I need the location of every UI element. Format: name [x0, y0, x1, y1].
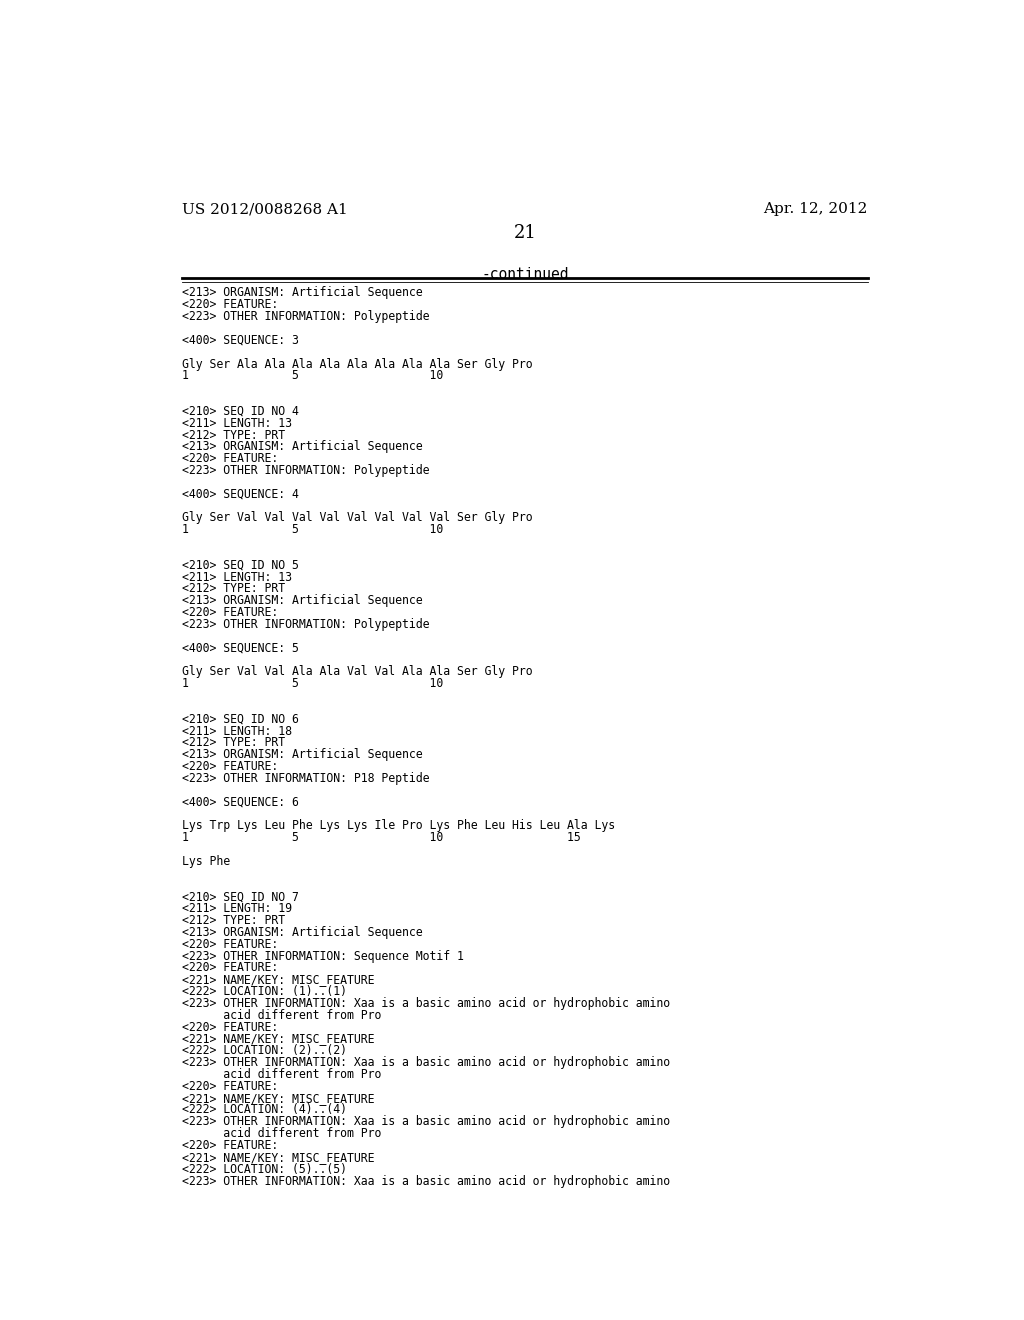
Text: <222> LOCATION: (4)..(4): <222> LOCATION: (4)..(4): [182, 1104, 347, 1117]
Text: <223> OTHER INFORMATION: Sequence Motif 1: <223> OTHER INFORMATION: Sequence Motif …: [182, 949, 464, 962]
Text: <223> OTHER INFORMATION: Xaa is a basic amino acid or hydrophobic amino: <223> OTHER INFORMATION: Xaa is a basic …: [182, 1056, 670, 1069]
Text: <223> OTHER INFORMATION: Xaa is a basic amino acid or hydrophobic amino: <223> OTHER INFORMATION: Xaa is a basic …: [182, 1115, 670, 1129]
Text: 1               5                   10: 1 5 10: [182, 523, 443, 536]
Text: <223> OTHER INFORMATION: Polypeptide: <223> OTHER INFORMATION: Polypeptide: [182, 465, 429, 477]
Text: <223> OTHER INFORMATION: Polypeptide: <223> OTHER INFORMATION: Polypeptide: [182, 618, 429, 631]
Text: Lys Trp Lys Leu Phe Lys Lys Ile Pro Lys Phe Leu His Leu Ala Lys: Lys Trp Lys Leu Phe Lys Lys Ile Pro Lys …: [182, 820, 615, 833]
Text: <220> FEATURE:: <220> FEATURE:: [182, 1139, 279, 1152]
Text: <213> ORGANISM: Artificial Sequence: <213> ORGANISM: Artificial Sequence: [182, 594, 423, 607]
Text: <210> SEQ ID NO 5: <210> SEQ ID NO 5: [182, 558, 299, 572]
Text: <213> ORGANISM: Artificial Sequence: <213> ORGANISM: Artificial Sequence: [182, 748, 423, 762]
Text: acid different from Pro: acid different from Pro: [182, 1008, 381, 1022]
Text: -continued: -continued: [481, 267, 568, 282]
Text: <211> LENGTH: 19: <211> LENGTH: 19: [182, 902, 292, 915]
Text: <210> SEQ ID NO 6: <210> SEQ ID NO 6: [182, 713, 299, 726]
Text: <211> LENGTH: 13: <211> LENGTH: 13: [182, 417, 292, 430]
Text: <223> OTHER INFORMATION: P18 Peptide: <223> OTHER INFORMATION: P18 Peptide: [182, 772, 429, 785]
Text: Gly Ser Val Val Ala Ala Val Val Ala Ala Ser Gly Pro: Gly Ser Val Val Ala Ala Val Val Ala Ala …: [182, 665, 532, 678]
Text: <400> SEQUENCE: 3: <400> SEQUENCE: 3: [182, 334, 299, 347]
Text: <400> SEQUENCE: 6: <400> SEQUENCE: 6: [182, 796, 299, 809]
Text: <213> ORGANISM: Artificial Sequence: <213> ORGANISM: Artificial Sequence: [182, 925, 423, 939]
Text: acid different from Pro: acid different from Pro: [182, 1068, 381, 1081]
Text: <220> FEATURE:: <220> FEATURE:: [182, 937, 279, 950]
Text: <220> FEATURE:: <220> FEATURE:: [182, 1080, 279, 1093]
Text: <220> FEATURE:: <220> FEATURE:: [182, 961, 279, 974]
Text: <222> LOCATION: (1)..(1): <222> LOCATION: (1)..(1): [182, 985, 347, 998]
Text: Apr. 12, 2012: Apr. 12, 2012: [763, 202, 867, 216]
Text: <400> SEQUENCE: 4: <400> SEQUENCE: 4: [182, 488, 299, 500]
Text: <223> OTHER INFORMATION: Xaa is a basic amino acid or hydrophobic amino: <223> OTHER INFORMATION: Xaa is a basic …: [182, 997, 670, 1010]
Text: <210> SEQ ID NO 7: <210> SEQ ID NO 7: [182, 891, 299, 903]
Text: <213> ORGANISM: Artificial Sequence: <213> ORGANISM: Artificial Sequence: [182, 286, 423, 300]
Text: <210> SEQ ID NO 4: <210> SEQ ID NO 4: [182, 405, 299, 418]
Text: <400> SEQUENCE: 5: <400> SEQUENCE: 5: [182, 642, 299, 655]
Text: 1               5                   10: 1 5 10: [182, 370, 443, 383]
Text: <221> NAME/KEY: MISC_FEATURE: <221> NAME/KEY: MISC_FEATURE: [182, 1032, 375, 1045]
Text: <213> ORGANISM: Artificial Sequence: <213> ORGANISM: Artificial Sequence: [182, 441, 423, 453]
Text: acid different from Pro: acid different from Pro: [182, 1127, 381, 1140]
Text: <212> TYPE: PRT: <212> TYPE: PRT: [182, 582, 285, 595]
Text: <222> LOCATION: (5)..(5): <222> LOCATION: (5)..(5): [182, 1163, 347, 1176]
Text: 1               5                   10                  15: 1 5 10 15: [182, 832, 581, 845]
Text: <211> LENGTH: 13: <211> LENGTH: 13: [182, 570, 292, 583]
Text: <221> NAME/KEY: MISC_FEATURE: <221> NAME/KEY: MISC_FEATURE: [182, 1092, 375, 1105]
Text: <220> FEATURE:: <220> FEATURE:: [182, 760, 279, 774]
Text: 1               5                   10: 1 5 10: [182, 677, 443, 690]
Text: <212> TYPE: PRT: <212> TYPE: PRT: [182, 913, 285, 927]
Text: <220> FEATURE:: <220> FEATURE:: [182, 453, 279, 465]
Text: US 2012/0088268 A1: US 2012/0088268 A1: [182, 202, 348, 216]
Text: <212> TYPE: PRT: <212> TYPE: PRT: [182, 429, 285, 442]
Text: <223> OTHER INFORMATION: Xaa is a basic amino acid or hydrophobic amino: <223> OTHER INFORMATION: Xaa is a basic …: [182, 1175, 670, 1188]
Text: <212> TYPE: PRT: <212> TYPE: PRT: [182, 737, 285, 750]
Text: Lys Phe: Lys Phe: [182, 855, 230, 867]
Text: <221> NAME/KEY: MISC_FEATURE: <221> NAME/KEY: MISC_FEATURE: [182, 973, 375, 986]
Text: <221> NAME/KEY: MISC_FEATURE: <221> NAME/KEY: MISC_FEATURE: [182, 1151, 375, 1164]
Text: Gly Ser Val Val Val Val Val Val Val Val Ser Gly Pro: Gly Ser Val Val Val Val Val Val Val Val …: [182, 511, 532, 524]
Text: <220> FEATURE:: <220> FEATURE:: [182, 606, 279, 619]
Text: <223> OTHER INFORMATION: Polypeptide: <223> OTHER INFORMATION: Polypeptide: [182, 310, 429, 323]
Text: <220> FEATURE:: <220> FEATURE:: [182, 298, 279, 312]
Text: <222> LOCATION: (2)..(2): <222> LOCATION: (2)..(2): [182, 1044, 347, 1057]
Text: Gly Ser Ala Ala Ala Ala Ala Ala Ala Ala Ser Gly Pro: Gly Ser Ala Ala Ala Ala Ala Ala Ala Ala …: [182, 358, 532, 371]
Text: <211> LENGTH: 18: <211> LENGTH: 18: [182, 725, 292, 738]
Text: 21: 21: [513, 224, 537, 243]
Text: <220> FEATURE:: <220> FEATURE:: [182, 1020, 279, 1034]
